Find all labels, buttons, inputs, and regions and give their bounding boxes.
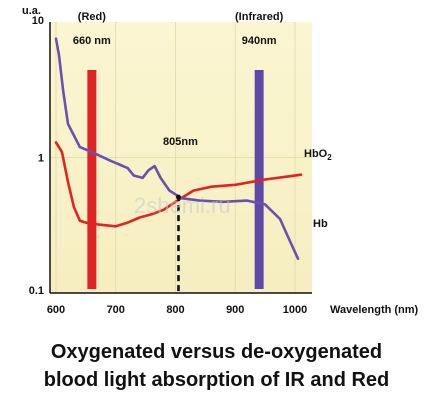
x-tick-label: 600	[47, 304, 65, 316]
series-lines	[54, 37, 303, 260]
x-tick-label: 700	[107, 304, 125, 316]
series-label-hbo2: HbO2	[304, 148, 332, 162]
isosbestic-point	[175, 194, 181, 200]
y-axis-label: u.a.	[22, 5, 41, 17]
x-axis-label: Wavelength (nm)	[330, 304, 419, 316]
grid	[50, 22, 312, 293]
marker-label-bottom: 940nm	[242, 35, 277, 47]
series-line	[54, 141, 303, 228]
absorption-chart: (Red)660 nm(Infrared)940nm 805nm 1010.1 …	[22, 5, 419, 316]
series-label-hb: Hb	[313, 218, 328, 230]
figure-caption: Oxygenated versus de-oxygenated blood li…	[0, 338, 433, 394]
marker-bar	[87, 70, 97, 289]
caption-line-2: blood light absorption of IR and Red	[43, 369, 390, 391]
y-tick-label: 10	[32, 15, 44, 27]
y-tick-label: 1	[38, 153, 44, 165]
x-tick-label: 900	[226, 304, 244, 316]
x-tick-label: 1000	[283, 304, 307, 316]
y-tick-labels: 10 1 0.1	[29, 15, 44, 297]
marker-label-top: (Red)	[78, 11, 106, 23]
series-line	[54, 37, 300, 260]
y-tick-label: 0.1	[29, 285, 44, 297]
caption-line-1: Oxygenated versus de-oxygenated	[50, 341, 383, 363]
x-tick-labels: 600 700 800 900 1000	[47, 304, 307, 316]
isosbestic-label: 805nm	[163, 136, 198, 148]
isosbestic-marker: 805nm	[163, 136, 198, 293]
marker-label-top: (Infrared)	[235, 11, 284, 23]
marker-label-bottom: 660 nm	[73, 35, 111, 47]
axes	[49, 22, 312, 294]
x-tick-label: 800	[166, 304, 184, 316]
series-labels: HbO2 Hb	[304, 148, 332, 230]
watermark: 2shemi.ru	[134, 193, 231, 218]
